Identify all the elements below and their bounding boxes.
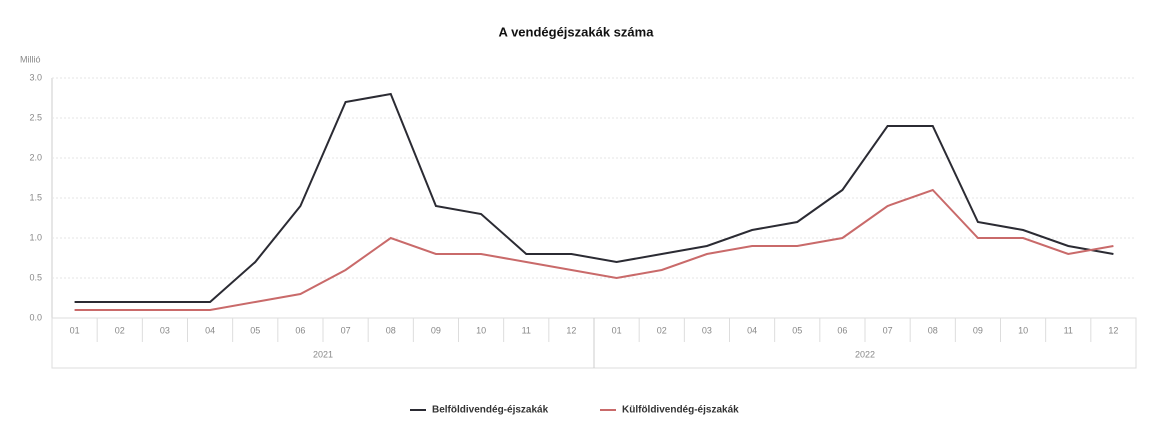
- x-tick-label: 09: [431, 325, 441, 335]
- y-tick-label: 2.5: [29, 112, 42, 122]
- x-tick-label: 02: [115, 325, 125, 335]
- x-tick-label: 02: [657, 325, 667, 335]
- x-tick-label: 08: [928, 325, 938, 335]
- y-tick-label: 0.0: [29, 312, 42, 322]
- x-tick-label: 07: [883, 325, 893, 335]
- legend-label: Külföldivendég-éjszakák: [622, 405, 739, 416]
- series-line: [74, 92, 1114, 303]
- x-tick-label: 06: [295, 325, 305, 335]
- x-tick-label: 12: [1108, 325, 1118, 335]
- x-tick-label: 06: [837, 325, 847, 335]
- legend-label: Belföldivendég-éjszakák: [432, 405, 549, 416]
- x-tick-label: 04: [747, 325, 757, 335]
- group-label: 2022: [855, 349, 875, 359]
- x-tick-label: 09: [973, 325, 983, 335]
- x-tick-label: 11: [522, 325, 531, 335]
- x-tick-label: 12: [566, 325, 576, 335]
- chart-title: A vendégéjszakák száma: [499, 24, 655, 39]
- x-tick-label: 03: [160, 325, 170, 335]
- y-tick-label: 1.5: [29, 192, 42, 202]
- x-tick-label: 01: [612, 325, 622, 335]
- y-tick-label: 0.5: [29, 272, 42, 282]
- x-tick-label: 05: [250, 325, 260, 335]
- y-tick-label: 2.0: [29, 152, 42, 162]
- x-tick-label: 01: [70, 325, 80, 335]
- x-tick-label: 04: [205, 325, 215, 335]
- series-line: [74, 188, 1114, 311]
- y-tick-label: 1.0: [29, 232, 42, 242]
- x-tick-label: 07: [341, 325, 351, 335]
- group-label: 2021: [313, 349, 333, 359]
- y-axis-label: Millió: [20, 54, 41, 64]
- x-tick-label: 11: [1064, 325, 1073, 335]
- x-tick-label: 05: [792, 325, 802, 335]
- x-tick-label: 03: [702, 325, 712, 335]
- x-tick-label: 10: [476, 325, 486, 335]
- x-tick-label: 08: [386, 325, 396, 335]
- y-tick-label: 3.0: [29, 72, 42, 82]
- x-tick-label: 10: [1018, 325, 1028, 335]
